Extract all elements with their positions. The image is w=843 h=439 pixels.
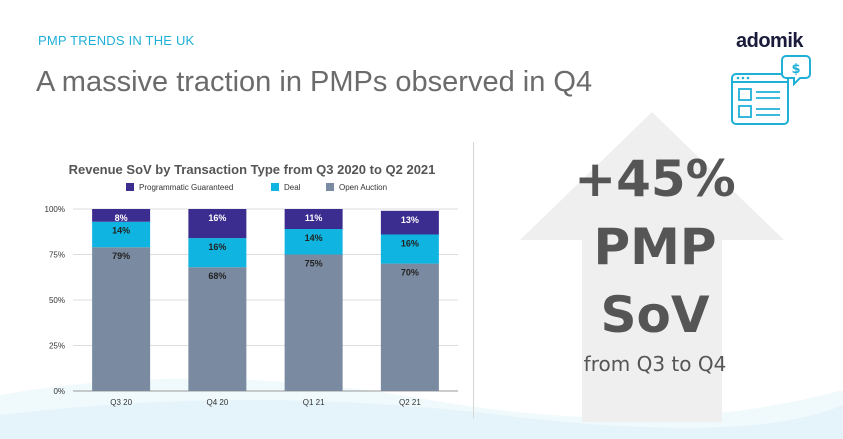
x-tick-label: Q4 20 [206, 398, 228, 407]
bar-segment [188, 209, 247, 239]
chart-title: Revenue SoV by Transaction Type from Q3 … [69, 162, 436, 177]
page-title: A massive traction in PMPs observed in Q… [36, 66, 593, 98]
legend-label: Open Auction [339, 183, 387, 192]
section-subtitle: PMP TRENDS IN THE UK [38, 33, 195, 48]
data-label: 79% [112, 251, 130, 261]
bar-segment [92, 209, 151, 222]
adomik-logo: adomik [736, 30, 804, 52]
y-tick-label: 0% [53, 387, 65, 396]
x-tick-label: Q1 21 [303, 398, 325, 407]
data-label: 13% [401, 215, 419, 225]
data-label: 68% [208, 271, 226, 281]
kpi-subline: from Q3 to Q4 [583, 352, 727, 376]
data-label: 16% [401, 238, 419, 248]
bar-segment [284, 254, 343, 391]
y-tick-label: 50% [49, 296, 65, 305]
bar-segment [188, 267, 247, 391]
data-label: 16% [208, 213, 226, 223]
data-label: 16% [208, 242, 226, 252]
kpi-label-pmp: PMP [593, 218, 717, 276]
bar-segment [380, 210, 439, 235]
bar-segment [284, 229, 343, 255]
svg-text:$: $ [791, 62, 800, 77]
bar-segment [92, 247, 151, 391]
y-tick-label: 100% [45, 205, 65, 214]
browser-dollar-icon: $ [731, 55, 811, 125]
bar-segment [380, 234, 439, 264]
data-label: 14% [305, 233, 323, 243]
x-tick-label: Q2 21 [399, 398, 421, 407]
up-arrow-icon [520, 112, 784, 422]
data-label: 70% [401, 268, 419, 278]
legend-label: Deal [284, 183, 301, 192]
bar-segment [380, 263, 439, 391]
data-label: 14% [112, 226, 130, 236]
bar-segment [92, 221, 151, 248]
y-tick-label: 75% [49, 251, 65, 260]
legend-label: Programmatic Guaranteed [139, 183, 233, 192]
data-label: 8% [115, 213, 128, 223]
bar-segment [188, 238, 247, 268]
y-tick-label: 25% [49, 342, 65, 351]
data-label: 75% [305, 259, 323, 269]
kpi-value: +45% [574, 150, 736, 208]
legend-swatch [326, 183, 334, 191]
x-tick-label: Q3 20 [110, 398, 132, 407]
bar-segment [284, 209, 343, 230]
legend-swatch [271, 183, 279, 191]
legend-swatch [126, 183, 134, 191]
data-label: 11% [305, 213, 323, 223]
kpi-label-sov: SoV [600, 286, 710, 344]
divider [473, 142, 474, 418]
